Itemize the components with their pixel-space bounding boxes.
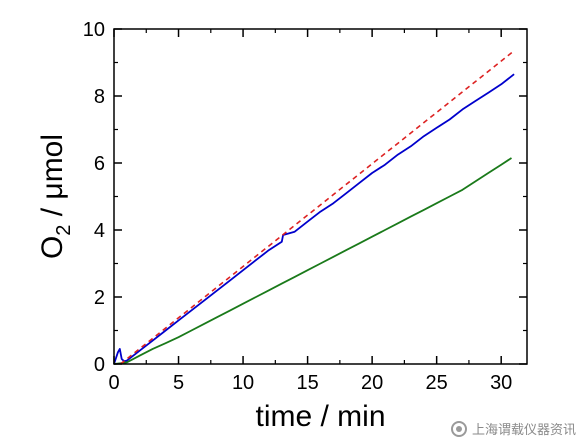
series-line-0 (113, 73, 515, 365)
y-tick-label-1: 2 (94, 287, 105, 309)
x-tick-label-3: 15 (296, 372, 318, 394)
ticks-layer (113, 28, 527, 365)
y-tick-label-3: 6 (94, 153, 105, 175)
x-tick-label-0: 0 (108, 372, 119, 394)
series-line-1 (113, 157, 512, 365)
y-tick-label-0: 0 (94, 354, 105, 376)
wechat-icon (450, 420, 467, 437)
y-tick-label-4: 8 (94, 86, 105, 108)
y-axis-title-unit: / μmol (36, 134, 69, 225)
watermark: 上海谓载仪器资讯 (450, 419, 576, 438)
y-tick-label-5: 10 (83, 19, 105, 41)
labels-layer: 0 5 10 15 20 25 30 0 2 4 6 8 10 (83, 19, 513, 394)
plot-frame (113, 28, 528, 365)
y-axis-title-sub: 2 (53, 225, 75, 236)
series-line-2 (120, 50, 515, 365)
x-tick-label-2: 10 (232, 372, 254, 394)
watermark-text: 上海谓载仪器资讯 (471, 423, 576, 438)
y-axis-title: O2 / μmol (36, 134, 75, 259)
x-tick-label-6: 30 (490, 372, 512, 394)
series-layer (113, 50, 515, 365)
x-tick-label-5: 25 (426, 372, 448, 394)
y-axis-title-main: O (36, 236, 69, 259)
y-tick-label-2: 4 (94, 220, 105, 242)
x-axis-title: time / min (255, 400, 385, 433)
x-tick-label-4: 20 (361, 372, 383, 394)
x-tick-label-1: 5 (173, 372, 184, 394)
